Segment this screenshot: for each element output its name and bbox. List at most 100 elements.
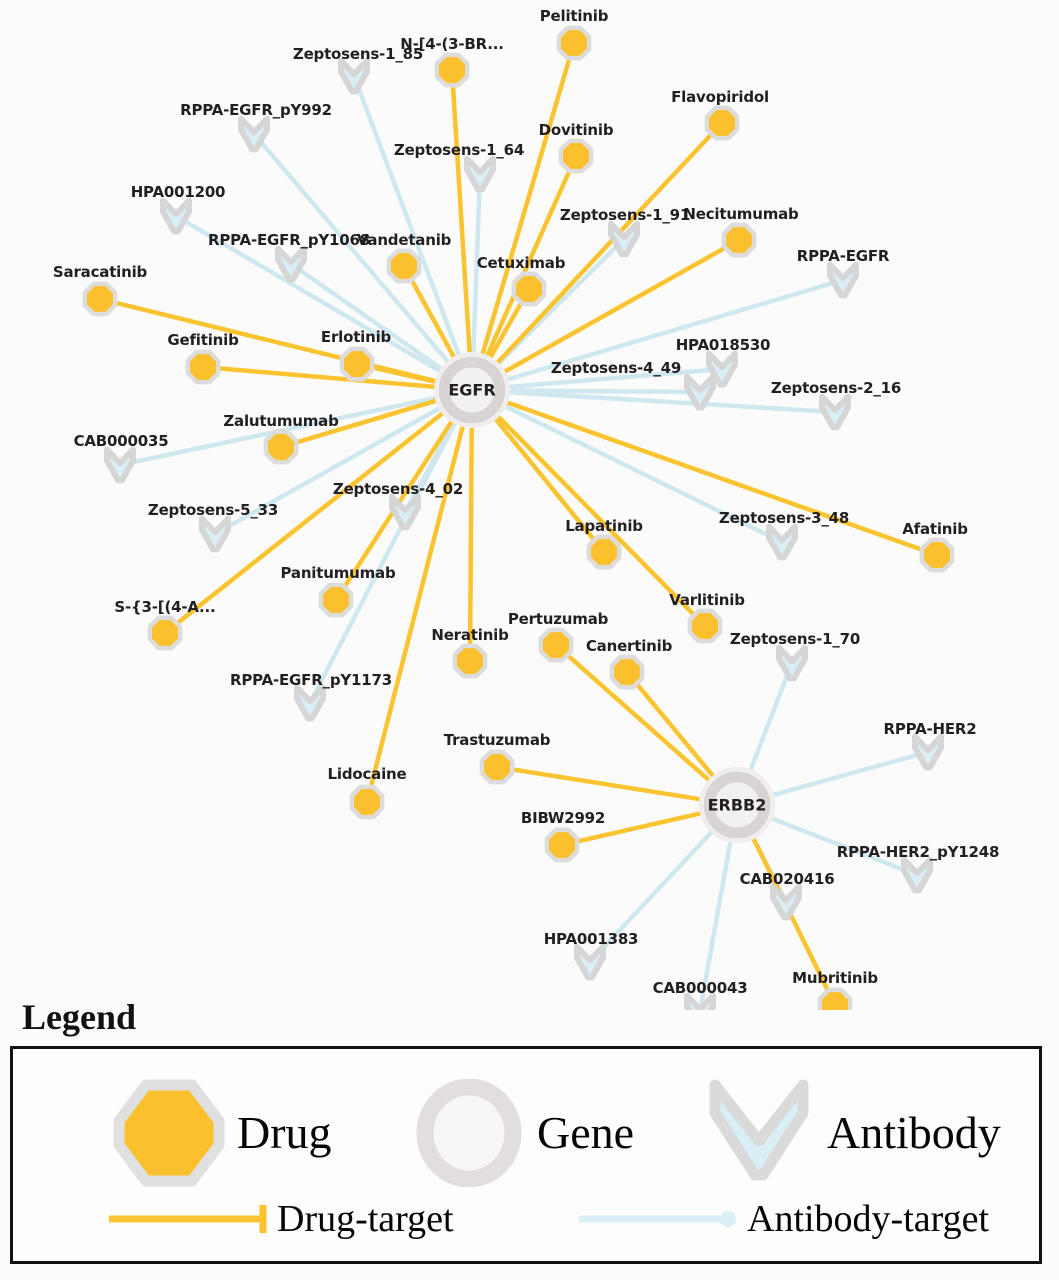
antibody-node[interactable] bbox=[684, 373, 716, 411]
drug-target-edge[interactable] bbox=[484, 405, 598, 544]
drug-node[interactable] bbox=[692, 613, 718, 639]
antibody-node[interactable] bbox=[238, 115, 270, 153]
legend-box: Drug Gene Antibody bbox=[10, 1046, 1042, 1264]
drug-node[interactable] bbox=[268, 434, 294, 460]
antibody-node[interactable] bbox=[160, 197, 192, 235]
drug-target-edge[interactable] bbox=[368, 410, 469, 790]
drug-target-edge[interactable] bbox=[408, 276, 464, 372]
drug-target-edge[interactable] bbox=[341, 407, 462, 591]
antibody-target-edge[interactable] bbox=[755, 752, 922, 802]
antibody-node[interactable] bbox=[389, 493, 421, 531]
drug-node[interactable] bbox=[822, 992, 848, 1010]
drug-target-edge[interactable] bbox=[490, 244, 729, 382]
antibody-node[interactable] bbox=[275, 245, 307, 283]
antibody-node[interactable] bbox=[912, 733, 944, 771]
legend-edge-row: Drug-target Antibody-target bbox=[13, 1199, 1039, 1259]
drug-node[interactable] bbox=[591, 539, 617, 565]
antibody-target-edge[interactable] bbox=[491, 387, 694, 395]
drug-node[interactable] bbox=[484, 754, 510, 780]
gene-node[interactable] bbox=[438, 356, 506, 424]
drug-node-halo bbox=[586, 534, 622, 570]
antibody-target-edge[interactable] bbox=[490, 280, 837, 386]
drug-target-edge[interactable] bbox=[633, 680, 725, 790]
drug-node-halo bbox=[339, 346, 375, 382]
antibody-node[interactable] bbox=[464, 155, 496, 193]
antibody-node[interactable] bbox=[706, 350, 738, 388]
antibody-node[interactable] bbox=[819, 393, 851, 431]
antibody-target-edge[interactable] bbox=[742, 669, 791, 787]
legend-item-drug-target: Drug-target bbox=[103, 1199, 454, 1239]
antibody-node[interactable] bbox=[294, 684, 326, 722]
drug-target-edge[interactable] bbox=[292, 394, 452, 446]
drug-node[interactable] bbox=[190, 354, 216, 380]
drug-target-edge[interactable] bbox=[509, 766, 716, 804]
drug-target-edge[interactable] bbox=[478, 166, 573, 371]
drug-node[interactable] bbox=[354, 789, 380, 815]
antibody-target-edge[interactable] bbox=[181, 218, 456, 382]
antibody-target-edge[interactable] bbox=[593, 818, 725, 958]
drug-node-halo bbox=[147, 615, 183, 651]
drug-node[interactable] bbox=[549, 832, 575, 858]
antibody-target-edge[interactable] bbox=[354, 82, 467, 372]
drug-node[interactable] bbox=[709, 110, 735, 136]
drug-node[interactable] bbox=[323, 587, 349, 613]
antibody-node[interactable] bbox=[684, 992, 716, 1010]
drug-node[interactable] bbox=[152, 620, 178, 646]
antibody-target-edge[interactable] bbox=[311, 407, 465, 698]
drug-node-halo bbox=[318, 582, 354, 618]
antibody-node[interactable] bbox=[827, 261, 859, 299]
antibody-target-edge[interactable] bbox=[470, 180, 482, 371]
antibody-node[interactable] bbox=[770, 883, 802, 921]
antibody-target-edge[interactable] bbox=[491, 389, 829, 414]
antibody-node[interactable] bbox=[776, 644, 808, 682]
drug-icon bbox=[113, 1079, 225, 1187]
drug-node[interactable] bbox=[439, 57, 465, 83]
antibody-node[interactable] bbox=[338, 57, 370, 95]
drug-node[interactable] bbox=[561, 30, 587, 56]
drug-target-edge[interactable] bbox=[467, 411, 475, 649]
antibody-target-edge[interactable] bbox=[491, 367, 716, 391]
drug-target-edge[interactable] bbox=[574, 807, 717, 845]
drug-target-edge[interactable] bbox=[485, 130, 715, 376]
antibody-target-edge[interactable] bbox=[489, 397, 777, 541]
drug-node[interactable] bbox=[543, 632, 569, 658]
antibody-target-edge[interactable] bbox=[257, 138, 460, 376]
drug-node[interactable] bbox=[924, 542, 950, 568]
node-layer[interactable] bbox=[82, 25, 955, 1010]
drug-node[interactable] bbox=[457, 648, 483, 674]
network-canvas[interactable] bbox=[0, 0, 1059, 1010]
antibody-node[interactable] bbox=[901, 856, 933, 894]
drug-target-edge[interactable] bbox=[450, 82, 473, 369]
antibody-node[interactable] bbox=[766, 523, 798, 561]
antibody-node[interactable] bbox=[608, 220, 640, 258]
antibody-node[interactable] bbox=[199, 515, 231, 553]
drug-node-halo bbox=[511, 271, 547, 307]
gene-node[interactable] bbox=[703, 771, 771, 839]
legend-node-row: Drug Gene Antibody bbox=[13, 1061, 1039, 1187]
drug-node[interactable] bbox=[391, 253, 417, 279]
drug-node-halo bbox=[434, 52, 470, 88]
drug-target-edge[interactable] bbox=[476, 54, 573, 370]
antibody-node[interactable] bbox=[104, 446, 136, 484]
antibody-target-edge[interactable] bbox=[220, 398, 456, 532]
drug-target-edge[interactable] bbox=[485, 404, 698, 619]
drug-target-edge[interactable] bbox=[564, 651, 723, 793]
drug-node[interactable] bbox=[516, 276, 542, 302]
antibody-target-edge[interactable] bbox=[755, 810, 911, 874]
drug-node[interactable] bbox=[344, 351, 370, 377]
gene-node-label-egfr: EGFR bbox=[448, 380, 496, 400]
drug-node[interactable] bbox=[726, 227, 752, 253]
drug-target-edge[interactable] bbox=[215, 365, 451, 391]
drug-node[interactable] bbox=[614, 659, 640, 685]
drug-node[interactable] bbox=[563, 143, 589, 169]
drug-node-halo bbox=[721, 222, 757, 258]
edge-layer bbox=[112, 54, 926, 1005]
antibody-target-edge[interactable] bbox=[699, 824, 736, 1005]
antibody-node[interactable] bbox=[574, 943, 606, 981]
drug-target-edge[interactable] bbox=[173, 401, 457, 627]
antibody-target-edge[interactable] bbox=[296, 266, 457, 380]
antibody-target-edge[interactable] bbox=[126, 392, 453, 466]
drug-target-edge[interactable] bbox=[491, 395, 926, 553]
drug-node[interactable] bbox=[87, 286, 113, 312]
